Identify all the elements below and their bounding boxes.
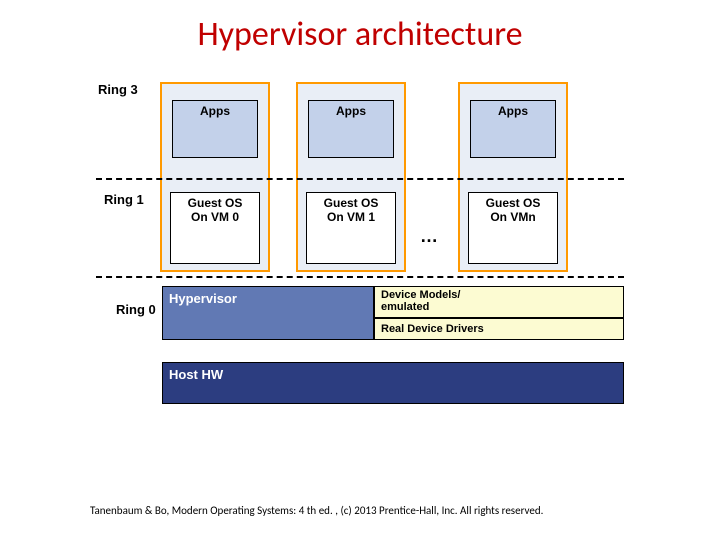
guestos-line1: Guest OS	[171, 197, 259, 211]
guestos-line1: Guest OS	[469, 197, 557, 211]
guestos-line1: Guest OS	[307, 197, 395, 211]
footer-citation: Tanenbaum & Bo, Modern Operating Systems…	[90, 504, 543, 517]
ring-separator-1	[96, 178, 624, 180]
guestos-line2: On VM 1	[307, 211, 395, 225]
host-hw-label: Host HW	[169, 367, 223, 382]
real-drivers-label: Real Device Drivers	[381, 323, 484, 335]
device-models-l1: Device Models/	[381, 289, 460, 301]
real-drivers-box: Real Device Drivers	[374, 318, 624, 340]
ring1-label: Ring 1	[104, 192, 144, 207]
ellipsis: …	[420, 226, 438, 247]
ring0-label: Ring 0	[116, 302, 156, 317]
apps-box-n: Apps	[470, 100, 556, 158]
apps-label: Apps	[309, 105, 393, 119]
ring3-label: Ring 3	[98, 82, 138, 97]
page-title: Hypervisor architecture	[0, 14, 720, 55]
guest-os-box-n: Guest OS On VMn	[468, 192, 558, 264]
hypervisor-label: Hypervisor	[169, 291, 237, 306]
device-models-l2: emulated	[381, 301, 429, 313]
device-models-box: Device Models/ emulated	[374, 286, 624, 318]
guestos-line2: On VMn	[469, 211, 557, 225]
host-hw-box: Host HW	[162, 362, 624, 404]
guest-os-box-1: Guest OS On VM 1	[306, 192, 396, 264]
guest-os-box-0: Guest OS On VM 0	[170, 192, 260, 264]
apps-box-1: Apps	[308, 100, 394, 158]
apps-box-0: Apps	[172, 100, 258, 158]
hypervisor-box: Hypervisor	[162, 286, 374, 340]
apps-label: Apps	[471, 105, 555, 119]
guestos-line2: On VM 0	[171, 211, 259, 225]
ring-separator-2	[96, 276, 624, 278]
apps-label: Apps	[173, 105, 257, 119]
